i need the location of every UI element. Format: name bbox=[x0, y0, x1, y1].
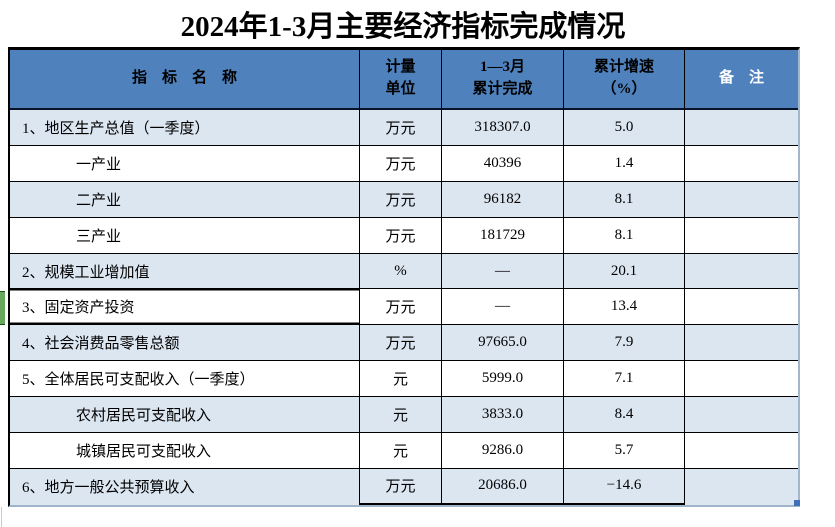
growth-cell[interactable]: 8.1 bbox=[564, 217, 685, 254]
note-cell[interactable] bbox=[685, 397, 798, 434]
col-header-unit[interactable]: 计量 单位 bbox=[360, 50, 442, 110]
unit-cell[interactable]: 万元 bbox=[360, 145, 442, 182]
completed-cell[interactable]: — bbox=[442, 289, 564, 326]
indicator-name-cell[interactable]: 农村居民可支配收入 bbox=[10, 397, 360, 434]
unit-cell[interactable]: 元 bbox=[360, 433, 442, 469]
unit-cell[interactable]: 元 bbox=[360, 397, 442, 434]
note-cell[interactable] bbox=[685, 110, 798, 146]
col-header-completed[interactable]: 1—3月 累计完成 bbox=[442, 50, 564, 110]
completed-cell[interactable]: 96182 bbox=[442, 181, 564, 218]
report-title[interactable]: 2024年1-3月主要经济指标完成情况 bbox=[180, 10, 626, 43]
completed-cell[interactable]: — bbox=[442, 253, 564, 290]
growth-cell[interactable]: 13.4 bbox=[564, 289, 685, 326]
unit-cell[interactable]: 万元 bbox=[360, 325, 442, 362]
note-cell[interactable] bbox=[685, 181, 798, 218]
growth-cell[interactable]: 7.9 bbox=[564, 325, 685, 362]
note-cell[interactable] bbox=[685, 325, 798, 362]
growth-cell[interactable]: 7.1 bbox=[564, 361, 685, 398]
growth-cell[interactable]: 8.1 bbox=[564, 181, 685, 218]
unit-cell[interactable]: 万元 bbox=[360, 181, 442, 218]
active-cell-selection-bar bbox=[0, 291, 5, 325]
unit-cell[interactable]: 万元 bbox=[360, 468, 442, 505]
indicator-name-cell-active[interactable]: 3、固定资产投资 bbox=[10, 289, 360, 326]
note-cell[interactable] bbox=[685, 361, 798, 398]
completed-cell[interactable]: 181729 bbox=[442, 217, 564, 254]
unit-cell[interactable]: 万元 bbox=[360, 217, 442, 254]
note-cell[interactable] bbox=[685, 289, 798, 326]
indicator-name-cell[interactable]: 4、社会消费品零售总额 bbox=[10, 325, 360, 362]
unit-cell[interactable]: 万元 bbox=[360, 110, 442, 146]
completed-cell[interactable]: 20686.0 bbox=[442, 468, 564, 505]
growth-cell[interactable]: −14.6 bbox=[564, 468, 685, 505]
indicator-name-cell[interactable]: 三产业 bbox=[10, 217, 360, 254]
col-header-growth[interactable]: 累计增速 （%） bbox=[564, 50, 685, 110]
fill-handle[interactable] bbox=[794, 500, 800, 506]
indicator-name-cell[interactable]: 6、地方一般公共预算收入 bbox=[10, 468, 360, 505]
unit-cell[interactable]: 元 bbox=[360, 361, 442, 398]
growth-cell[interactable]: 5.7 bbox=[564, 433, 685, 469]
indicator-name-cell[interactable]: 城镇居民可支配收入 bbox=[10, 433, 360, 469]
col-header-note[interactable]: 备 注 bbox=[685, 50, 798, 110]
note-cell[interactable] bbox=[685, 145, 798, 182]
indicators-table: 指 标 名 称 计量 单位 1—3月 累计完成 累计增速 （%） 备 注 1、地… bbox=[8, 47, 800, 507]
sheet-edge-line bbox=[1, 507, 2, 527]
growth-cell[interactable]: 1.4 bbox=[564, 145, 685, 182]
indicator-name-cell[interactable]: 二产业 bbox=[10, 181, 360, 218]
indicator-name-cell[interactable]: 5、全体居民可支配收入（一季度） bbox=[10, 361, 360, 398]
completed-cell[interactable]: 5999.0 bbox=[442, 361, 564, 398]
completed-cell[interactable]: 97665.0 bbox=[442, 325, 564, 362]
note-cell[interactable] bbox=[685, 433, 798, 469]
indicator-name-cell[interactable]: 2、规模工业增加值 bbox=[10, 253, 360, 290]
indicator-name-cell[interactable]: 一产业 bbox=[10, 145, 360, 182]
unit-cell[interactable]: % bbox=[360, 253, 442, 290]
completed-cell[interactable]: 3833.0 bbox=[442, 397, 564, 434]
unit-cell[interactable]: 万元 bbox=[360, 289, 442, 326]
growth-cell[interactable]: 20.1 bbox=[564, 253, 685, 290]
growth-cell[interactable]: 8.4 bbox=[564, 397, 685, 434]
col-header-indicator-name[interactable]: 指 标 名 称 bbox=[10, 50, 360, 110]
completed-cell[interactable]: 318307.0 bbox=[442, 110, 564, 146]
completed-cell[interactable]: 9286.0 bbox=[442, 433, 564, 469]
note-cell[interactable] bbox=[685, 468, 798, 505]
note-cell[interactable] bbox=[685, 217, 798, 254]
completed-cell[interactable]: 40396 bbox=[442, 145, 564, 182]
note-cell[interactable] bbox=[685, 253, 798, 290]
growth-cell[interactable]: 5.0 bbox=[564, 110, 685, 146]
indicator-name-cell[interactable]: 1、地区生产总值（一季度） bbox=[10, 110, 360, 146]
